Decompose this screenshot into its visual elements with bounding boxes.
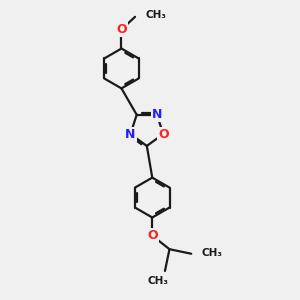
Text: N: N xyxy=(152,108,162,121)
Text: O: O xyxy=(116,23,127,36)
Text: CH₃: CH₃ xyxy=(201,248,222,258)
Text: CH₃: CH₃ xyxy=(145,11,166,20)
Text: O: O xyxy=(147,229,158,242)
Text: CH₃: CH₃ xyxy=(148,276,169,286)
Text: N: N xyxy=(125,128,136,140)
Text: O: O xyxy=(158,128,169,140)
